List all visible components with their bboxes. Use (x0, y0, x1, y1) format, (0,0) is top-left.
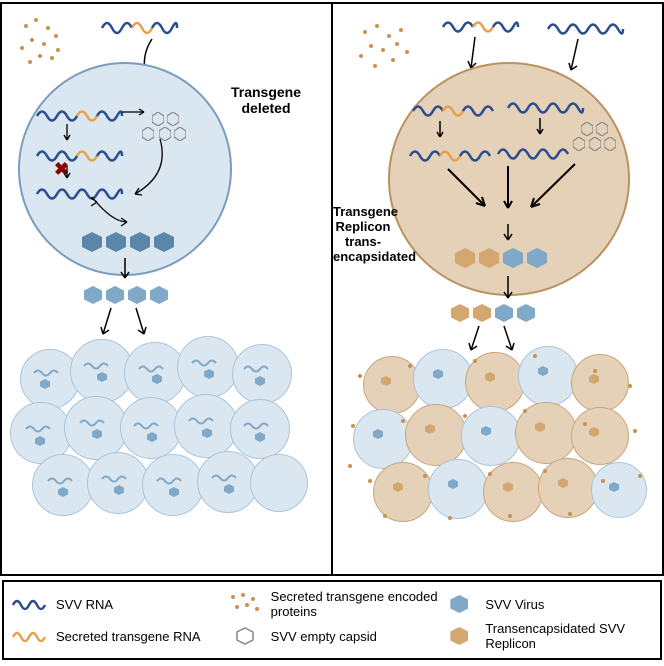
arr-split1 (97, 306, 117, 338)
rna-cell-2 (32, 144, 127, 166)
empty-capsid (167, 112, 179, 126)
empty-capsid (596, 122, 608, 136)
empty-capsid (589, 137, 601, 151)
legend-secreted-proteins: Secreted transgene encoded proteins (225, 588, 440, 620)
arr-out (118, 256, 132, 282)
arr-v2 (60, 164, 74, 182)
empty-capsid (604, 137, 616, 151)
diagram-container: Transgene deleted (0, 2, 664, 666)
virus-hex (495, 304, 513, 322)
arr-in-r2 (563, 36, 593, 76)
label-transgene-deleted: Transgene deleted (211, 84, 321, 116)
replicon-hex (473, 304, 491, 322)
empty-capsid (152, 112, 164, 126)
panel-left: Transgene deleted (2, 4, 332, 574)
legend-svv-rna: SVV RNA (10, 588, 225, 620)
panels-row: Transgene deleted (0, 2, 664, 576)
panel-right: Transgene Replicon trans- encapsidated (332, 4, 662, 574)
virus-hex (84, 286, 102, 304)
arr-split2 (130, 306, 150, 338)
legend-empty-capsid: SVV empty capsid (225, 620, 440, 652)
label-right: Transgene Replicon trans- encapsidated (333, 204, 393, 264)
rna-rcell-1 (408, 99, 498, 121)
virus-hex (106, 286, 124, 304)
rna-cell-1 (32, 104, 127, 126)
legend-transgene-rna: Secreted transgene RNA (10, 620, 225, 652)
virus-hex (517, 304, 535, 322)
rna-rcell-3 (405, 144, 495, 166)
virus-hex (128, 286, 146, 304)
arr-v1 (60, 122, 74, 144)
empty-capsid (581, 122, 593, 136)
empty-capsid (573, 137, 585, 151)
legend-replicon: Transencapsidated SVV Replicon (439, 620, 654, 652)
legend-svv-virus: SVV Virus (439, 588, 654, 620)
replicon-hex (451, 304, 469, 322)
legend: SVV RNA Secreted transgene encoded prote… (2, 580, 662, 660)
arr-h1 (120, 104, 150, 119)
virus-hex (150, 286, 168, 304)
rna-rcell-2 (503, 96, 588, 118)
arr-curve2 (87, 192, 142, 232)
